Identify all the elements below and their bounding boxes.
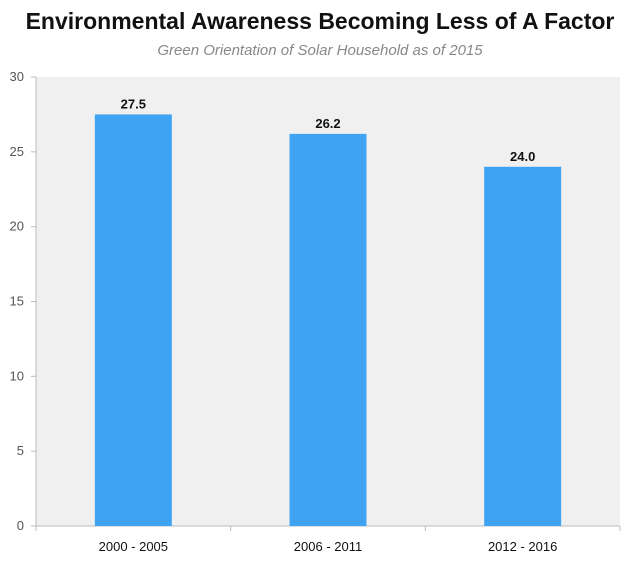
x-tick-label: 2000 - 2005 xyxy=(99,539,168,554)
bar xyxy=(289,133,367,526)
x-tick-label: 2006 - 2011 xyxy=(294,539,362,554)
y-tick-label: 20 xyxy=(10,219,24,234)
bar-value-label: 24.0 xyxy=(510,149,535,164)
y-tick-label: 15 xyxy=(10,294,24,309)
y-tick-label: 30 xyxy=(10,69,24,84)
x-tick-label: 2012 - 2016 xyxy=(488,539,557,554)
y-tick-label: 25 xyxy=(10,144,24,159)
bar-value-label: 26.2 xyxy=(315,116,340,131)
value-labels: 27.5 26.2 24.0 xyxy=(121,96,536,163)
chart-title: Environmental Awareness Becoming Less of… xyxy=(25,8,615,34)
y-tick-label: 10 xyxy=(10,368,24,383)
x-axis-ticks: 2000 - 2005 2006 - 2011 2012 - 2016 xyxy=(35,526,621,554)
y-tick-label: 5 xyxy=(17,443,24,458)
y-tick-label: 0 xyxy=(17,518,24,533)
bar xyxy=(94,114,172,527)
bar-value-label: 27.5 xyxy=(121,96,146,111)
bar xyxy=(484,166,562,527)
y-axis-ticks: 0 5 10 15 20 25 30 xyxy=(10,69,36,533)
chart-subtitle: Green Orientation of Solar Household as … xyxy=(157,42,483,59)
bars xyxy=(94,114,562,527)
